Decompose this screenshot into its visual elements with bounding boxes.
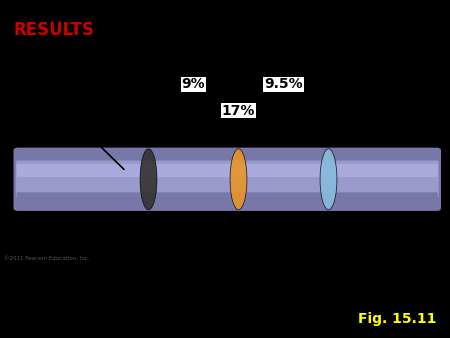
FancyBboxPatch shape: [16, 161, 439, 198]
Ellipse shape: [320, 149, 337, 210]
Text: b: b: [143, 230, 154, 244]
Text: vg: vg: [318, 230, 339, 244]
Text: 9.5%: 9.5%: [264, 77, 303, 91]
Text: 9%: 9%: [182, 77, 205, 91]
Text: Recombination
frequencies: Recombination frequencies: [170, 13, 298, 47]
Text: Chromosome: Chromosome: [36, 120, 139, 134]
Text: 17%: 17%: [222, 104, 255, 118]
Ellipse shape: [230, 149, 247, 210]
Text: RESULTS: RESULTS: [14, 21, 94, 39]
FancyBboxPatch shape: [14, 148, 441, 211]
Text: cn: cn: [229, 230, 248, 244]
Text: ©2011 Pearson Education, Inc.: ©2011 Pearson Education, Inc.: [4, 256, 90, 261]
FancyBboxPatch shape: [17, 192, 438, 204]
FancyBboxPatch shape: [17, 164, 438, 177]
Ellipse shape: [140, 149, 157, 210]
Text: Fig. 15.11: Fig. 15.11: [358, 312, 436, 327]
